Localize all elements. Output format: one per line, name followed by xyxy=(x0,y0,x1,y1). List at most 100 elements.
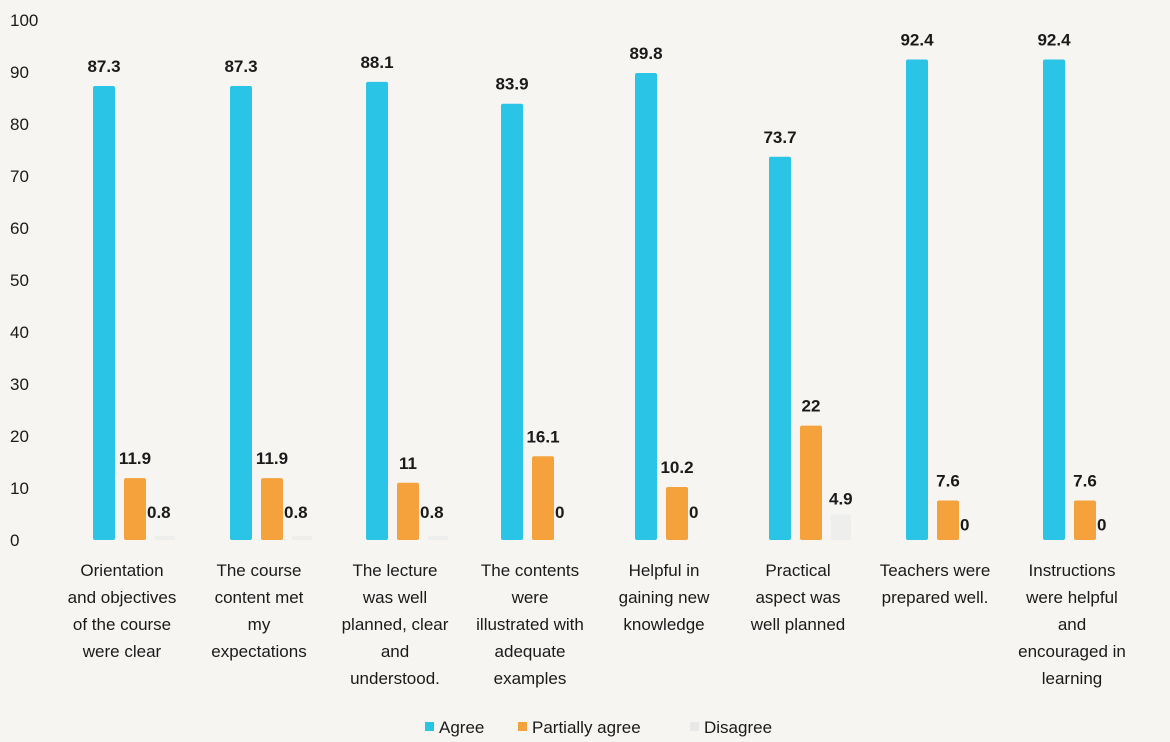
category-label-line: examples xyxy=(494,669,567,688)
data-label-disagree: 0 xyxy=(555,503,564,522)
data-label-disagree: 0 xyxy=(689,503,698,522)
legend-label: Partially agree xyxy=(532,718,641,737)
data-label-partially-agree: 11.9 xyxy=(119,449,151,468)
data-label-partially-agree: 7.6 xyxy=(936,471,960,490)
category-label-line: The contents xyxy=(481,561,579,580)
y-tick-label: 60 xyxy=(10,219,29,238)
category-label-line: adequate xyxy=(495,642,566,661)
data-label-agree: 87.3 xyxy=(87,57,120,76)
y-tick-label: 90 xyxy=(10,63,29,82)
data-label-partially-agree: 7.6 xyxy=(1073,471,1097,490)
data-label-disagree: 4.9 xyxy=(829,490,853,509)
y-tick-label: 40 xyxy=(10,323,29,342)
category-label-line: aspect was xyxy=(755,588,840,607)
y-tick-label: 20 xyxy=(10,427,29,446)
legend-label: Disagree xyxy=(704,718,772,737)
category-label-line: of the course xyxy=(73,615,171,634)
category-label-line: illustrated with xyxy=(476,615,584,634)
category-label-line: knowledge xyxy=(623,615,704,634)
category-label-line: The lecture xyxy=(352,561,437,580)
bar-agree xyxy=(635,73,657,540)
category-labels: Orientation and objectives of the course we… xyxy=(68,561,1126,688)
category-label: Orientation and objectives of the course we… xyxy=(68,561,177,661)
bar-partially-agree xyxy=(124,478,146,540)
category-label-line: prepared well. xyxy=(882,588,989,607)
category-label-line: encouraged in xyxy=(1018,642,1126,661)
data-label-agree: 89.8 xyxy=(629,44,662,63)
data-label-disagree: 0.8 xyxy=(147,503,171,522)
category-label-line: Practical xyxy=(765,561,830,580)
category-label-line: were helpful xyxy=(1025,588,1118,607)
category-label-line: planned, clear xyxy=(342,615,449,634)
data-label-disagree: 0 xyxy=(960,515,969,534)
bar-disagree xyxy=(831,514,851,540)
category-label-line: understood. xyxy=(350,669,440,688)
data-label-disagree: 0.8 xyxy=(420,503,444,522)
data-label-disagree: 0 xyxy=(1097,515,1106,534)
y-tick-label: 70 xyxy=(10,167,29,186)
category-label-line: Instructions xyxy=(1029,561,1116,580)
y-tick-label: 0 xyxy=(10,531,19,550)
y-tick-label: 30 xyxy=(10,375,29,394)
category-label: Instructions were helpful and encouraged in… xyxy=(1018,561,1126,688)
legend-swatch xyxy=(518,722,527,731)
data-label-agree: 88.1 xyxy=(360,53,393,72)
bar-disagree xyxy=(155,535,175,540)
category-label-line: learning xyxy=(1042,669,1103,688)
bar-agree xyxy=(769,156,791,540)
data-label-partially-agree: 22 xyxy=(802,397,821,416)
legend: Agree Partially agree Disagree xyxy=(425,718,772,737)
bar-partially-agree xyxy=(397,482,419,540)
bar-agree xyxy=(1043,59,1065,541)
bar-partially-agree xyxy=(1074,500,1096,540)
category-label-line: well planned xyxy=(750,615,846,634)
bar-agree xyxy=(93,86,115,540)
y-axis: 0 10 20 30 40 50 60 70 80 90 100 xyxy=(10,11,38,550)
data-label-agree: 92.4 xyxy=(900,31,934,50)
bar-agree xyxy=(906,59,928,541)
legend-swatch xyxy=(690,722,699,731)
bar-partially-agree xyxy=(800,425,822,540)
data-label-partially-agree: 16.1 xyxy=(526,427,559,446)
category-label-line: was well xyxy=(362,588,427,607)
bar-partially-agree xyxy=(937,500,959,540)
category-label-line: Teachers were xyxy=(880,561,991,580)
category-label: Helpful in gaining new knowledge xyxy=(619,561,710,634)
data-label-partially-agree: 11 xyxy=(399,454,417,473)
data-labels: 87.3 11.9 0.8 87.3 11.9 0.8 88.1 11 0.8 83.9 16.1 0… xyxy=(87,31,1106,535)
category-label-line: The course xyxy=(216,561,301,580)
data-label-disagree: 0.8 xyxy=(284,503,308,522)
category-label: The lecture was well planned, clear and unde… xyxy=(342,561,449,688)
category-label-line: and xyxy=(381,642,409,661)
category-label-line: content met xyxy=(215,588,304,607)
data-label-agree: 87.3 xyxy=(224,57,257,76)
bar-agree xyxy=(230,86,252,540)
category-label-line: expectations xyxy=(211,642,306,661)
bars xyxy=(93,59,1096,541)
category-label-line: Helpful in xyxy=(629,561,700,580)
bar-agree xyxy=(501,103,523,540)
category-label: Practical aspect was well planned xyxy=(750,561,846,634)
data-label-agree: 92.4 xyxy=(1037,31,1071,50)
category-label-line: and xyxy=(1058,615,1086,634)
data-label-agree: 73.7 xyxy=(763,128,796,147)
category-label-line: and objectives xyxy=(68,588,177,607)
bar-disagree xyxy=(292,535,312,540)
category-label: The contents were illustrated with adequate… xyxy=(476,561,584,688)
bar-disagree xyxy=(428,535,448,540)
legend-label: Agree xyxy=(439,718,484,737)
bar-partially-agree xyxy=(666,486,688,540)
category-label-line: gaining new xyxy=(619,588,710,607)
y-tick-label: 50 xyxy=(10,271,29,290)
category-label: Teachers were prepared well. xyxy=(880,561,991,607)
legend-swatch xyxy=(425,722,434,731)
bar-agree xyxy=(366,81,388,540)
category-label-line: were clear xyxy=(82,642,162,661)
category-label-line: my xyxy=(248,615,271,634)
data-label-agree: 83.9 xyxy=(495,75,528,94)
data-label-partially-agree: 11.9 xyxy=(256,449,288,468)
category-label-line: Orientation xyxy=(80,561,163,580)
bar-partially-agree xyxy=(261,478,283,540)
bar-partially-agree xyxy=(532,456,554,540)
